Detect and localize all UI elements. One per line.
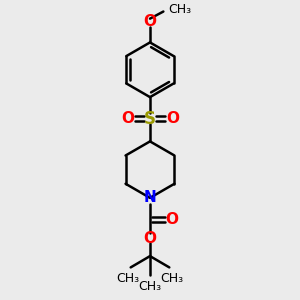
Text: CH₃: CH₃	[138, 280, 162, 293]
Text: S: S	[144, 110, 156, 128]
Text: O: O	[166, 111, 179, 126]
Text: N: N	[144, 190, 156, 206]
Text: CH₃: CH₃	[160, 272, 183, 285]
Text: O: O	[143, 231, 157, 246]
Text: O: O	[165, 212, 178, 227]
Text: CH₃: CH₃	[168, 3, 192, 16]
Text: CH₃: CH₃	[117, 272, 140, 285]
Text: O: O	[121, 111, 134, 126]
Text: O: O	[143, 14, 157, 29]
